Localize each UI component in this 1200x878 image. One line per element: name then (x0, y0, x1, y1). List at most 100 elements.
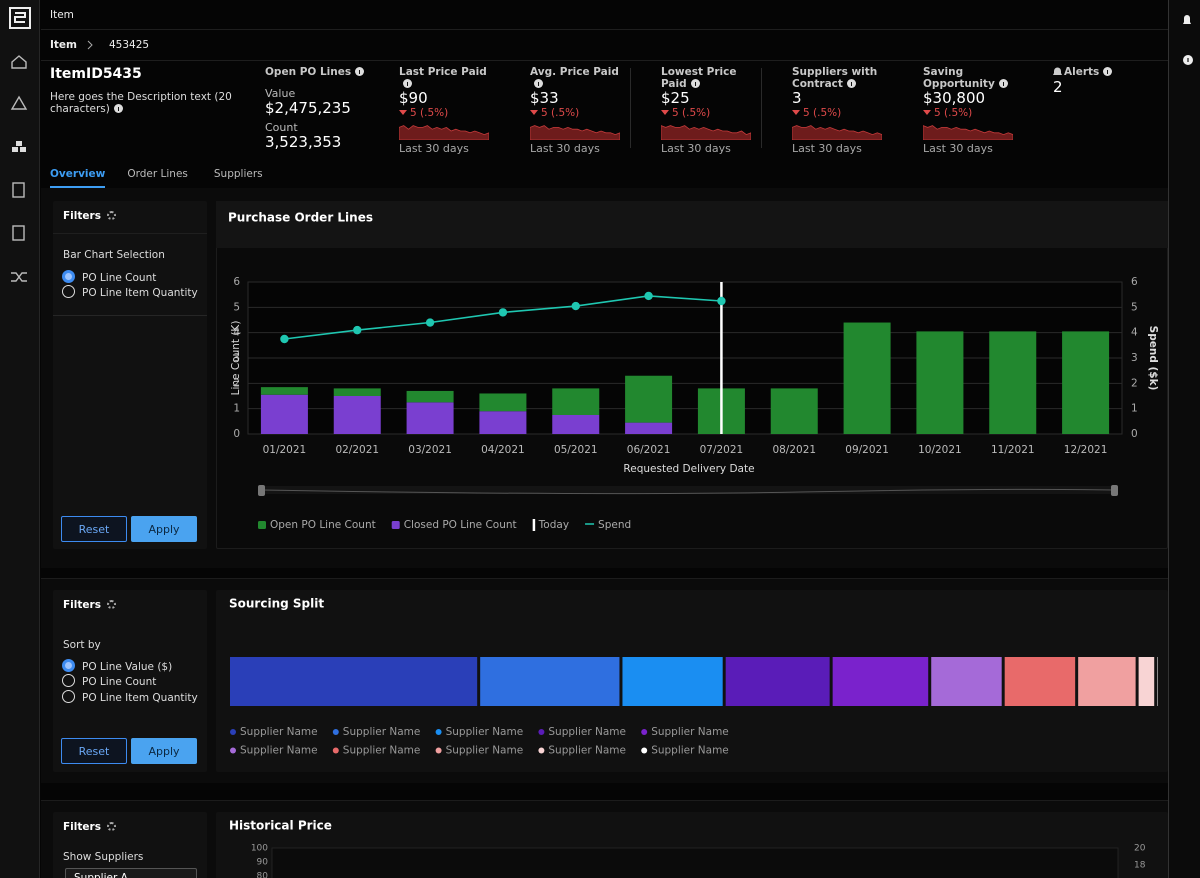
left-nav (0, 0, 40, 878)
legend-dot (641, 729, 648, 735)
down-arrow (792, 110, 800, 115)
nav-icons (9, 7, 31, 282)
kpi-value: 3 (792, 89, 802, 107)
kpi-alerts: Alerts 2 (1053, 66, 1113, 96)
building-icon[interactable] (12, 225, 25, 241)
y-tick-label: 90 (257, 858, 269, 868)
bell-icon (1053, 67, 1062, 75)
item-icon-part (16, 141, 22, 146)
header-bar (41, 0, 1168, 30)
radio-option[interactable]: PO Line Count (62, 674, 156, 688)
kpi-change: 5 (.5%) (530, 107, 622, 120)
kpi-change: 5 (.5%) (923, 107, 1015, 120)
apply-button[interactable]: Apply (131, 516, 197, 542)
kpi-value: $90 (399, 89, 428, 107)
kpi-change: 5 (.5%) (661, 107, 753, 120)
legend-item[interactable]: Supplier Name (332, 726, 421, 738)
x-tick-label: 12/2021 (1064, 444, 1108, 456)
y2-tick-label: 1 (1131, 403, 1138, 415)
radio-option[interactable]: PO Line Item Quantity (62, 285, 198, 299)
clipboard-icon[interactable] (12, 182, 25, 198)
info-glyph (1187, 58, 1189, 62)
range-handle[interactable] (258, 485, 265, 496)
legend-label: Today (538, 519, 569, 531)
reset-button[interactable]: Reset (61, 516, 127, 542)
radio-button (62, 659, 75, 672)
legend-item[interactable]: Today (532, 519, 569, 531)
bell-icon[interactable] (1183, 15, 1191, 24)
y2-tick-label: 0 (1131, 428, 1138, 440)
legend-symbol (391, 521, 400, 529)
filters-card (53, 812, 207, 878)
kpi-value: 2 (1053, 78, 1063, 96)
dropdown[interactable]: Supplier A (65, 868, 197, 878)
down-arrow (923, 110, 931, 115)
kpi-value: $33 (530, 89, 559, 107)
radio-option[interactable]: PO Line Item Quantity (62, 689, 198, 704)
legend-item[interactable]: Supplier Name (538, 726, 626, 738)
shuffle-icon[interactable] (11, 272, 27, 282)
sparkline (530, 125, 620, 140)
legend-item[interactable]: Supplier Name (538, 745, 626, 757)
radio-option[interactable]: PO Line Value ($) (62, 659, 172, 673)
breadcrumb-item[interactable]: Item (50, 39, 77, 51)
legend-dot (435, 747, 442, 754)
spend-point (717, 296, 726, 306)
split-segment (1078, 657, 1136, 706)
page-title: Item (50, 9, 74, 21)
y-axis-label: Line Count (K) (230, 321, 242, 396)
dropdown-value: Supplier A (74, 872, 128, 878)
tab[interactable]: Overview (50, 168, 106, 188)
legend-item[interactable]: Closed PO Line Count (391, 519, 517, 531)
bar (479, 393, 527, 412)
option-label: PO Line Count (82, 272, 157, 284)
filters-card (53, 201, 207, 549)
reset-button[interactable]: Reset (61, 738, 127, 764)
y2-tick-label: 6 (1131, 276, 1138, 288)
legend-item[interactable]: Supplier Name (435, 726, 524, 738)
kpi-change: 5 (.5%) (792, 107, 884, 120)
legend-label: Supplier Name (240, 726, 318, 738)
legend-item[interactable]: Supplier Name (230, 726, 318, 738)
legend-item[interactable]: Spend (585, 519, 631, 531)
sparkline-area (530, 125, 620, 140)
spend-point (280, 334, 289, 344)
item-id: ItemID5435 (50, 66, 142, 82)
x-axis-label: Requested Delivery Date (623, 463, 754, 475)
legend-item[interactable]: Open PO Line Count (258, 519, 376, 531)
x-tick-label: 03/2021 (408, 444, 452, 456)
kpi-card: Suppliers with Contract 3 5 (.5%) Last 30 d… (792, 66, 884, 155)
group-label: Show Suppliers (63, 851, 144, 863)
legend-item[interactable]: Supplier Name (641, 745, 729, 757)
info-icon (403, 79, 412, 88)
header-divider (41, 60, 1168, 61)
kpi-card: Saving Opportunity $30,800 5 (.5%) Last 30 … (923, 66, 1015, 155)
tab[interactable]: Order Lines (127, 168, 188, 180)
range-handle[interactable] (1111, 485, 1118, 496)
option-label: PO Line Item Quantity (82, 691, 198, 704)
tab[interactable]: Suppliers (213, 168, 263, 180)
kpi-divider (761, 68, 762, 148)
item-icon[interactable] (12, 147, 18, 152)
spend-point (353, 325, 362, 335)
legend-symbol (258, 521, 266, 529)
y2-tick-label: 2 (1131, 377, 1138, 389)
legend-item[interactable]: Supplier Name (332, 745, 421, 757)
bar (1062, 331, 1110, 434)
split-segment (931, 657, 1002, 706)
radio-option[interactable]: PO Line Count (62, 270, 156, 284)
y-tick-label: 100 (251, 844, 268, 854)
y2-tick-label: 4 (1131, 327, 1138, 339)
bar (406, 402, 454, 434)
legend-item[interactable]: Supplier Name (435, 745, 524, 757)
y2-tick-label: 18 (1134, 860, 1146, 870)
info-icon (846, 79, 856, 88)
home-icon[interactable] (11, 55, 27, 69)
kpi-period: Last 30 days (399, 142, 469, 155)
legend-item[interactable]: Supplier Name (230, 745, 318, 757)
filters-title: Filters (63, 821, 116, 833)
legend-item[interactable]: Supplier Name (641, 726, 729, 738)
apply-button[interactable]: Apply (131, 738, 197, 764)
alert-icon[interactable] (10, 95, 28, 110)
split-segment (622, 657, 723, 706)
